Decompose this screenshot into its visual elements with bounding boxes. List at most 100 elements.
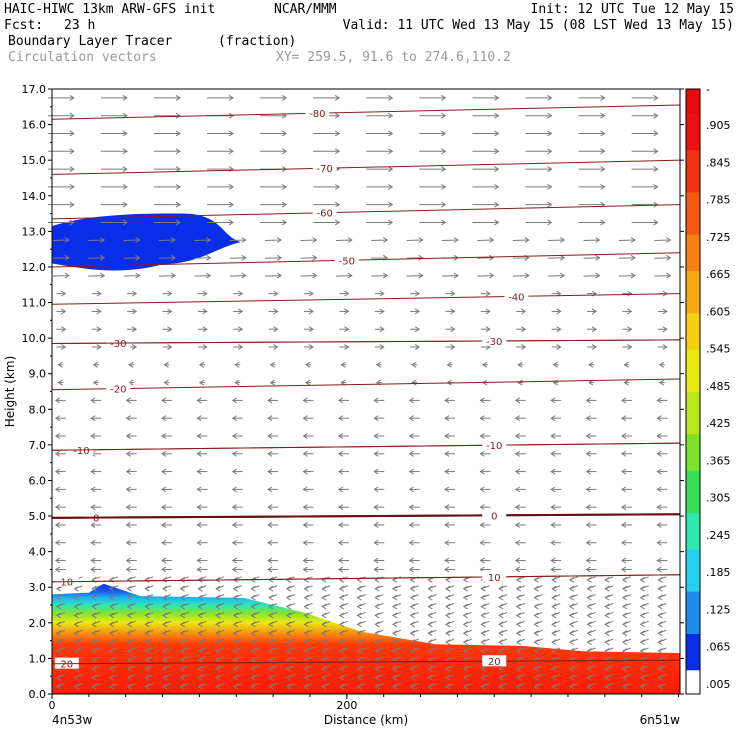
circulation-vector [285, 585, 295, 592]
circulation-vector [587, 308, 597, 315]
y-tick-label: 5.0 [29, 510, 47, 523]
circulation-vector [639, 576, 649, 583]
circulation-vector [525, 201, 553, 208]
circulation-vector [445, 326, 456, 333]
circulation-vector [480, 585, 490, 592]
colorbar-swatch [686, 143, 700, 150]
circulation-vector [108, 585, 119, 592]
circulation-vector [480, 326, 491, 333]
circulation-vector [123, 272, 141, 279]
isotherm-label: -60 [317, 209, 333, 220]
circulation-vector [100, 219, 128, 226]
circulation-vector [444, 433, 456, 439]
circulation-vector [515, 576, 525, 583]
circulation-vector [525, 183, 553, 190]
circulation-vector [90, 468, 102, 475]
circulation-vector [551, 594, 561, 601]
circulation-vector [335, 237, 353, 243]
circulation-vector [268, 638, 278, 646]
circulation-vector [305, 361, 312, 368]
circulation-vector [196, 415, 208, 422]
circulation-vector [515, 603, 525, 610]
circulation-vector [516, 308, 527, 315]
circulation-vector [356, 620, 366, 628]
circulation-vector [321, 665, 331, 672]
circulation-vector [179, 594, 189, 601]
circulation-vector [604, 594, 614, 601]
colorbar-swatch [686, 663, 700, 671]
circulation-vector [480, 611, 490, 619]
circulation-vector [153, 183, 181, 190]
circulation-vector [657, 620, 667, 628]
circulation-vector [515, 638, 525, 646]
circulation-vector [197, 665, 207, 672]
circulation-vector [125, 415, 137, 422]
circulation-vector [303, 620, 313, 628]
circulation-vector [321, 674, 331, 681]
circulation-vector [161, 468, 172, 475]
circulation-vector [100, 148, 128, 155]
circulation-vector [215, 683, 225, 690]
colorbar-swatch [686, 415, 700, 423]
colorbar-swatch [686, 566, 700, 574]
circulation-vector [374, 290, 385, 297]
circulation-vector [515, 611, 525, 619]
circulation-vector [621, 683, 632, 690]
y-tick-label: 2.0 [29, 617, 47, 630]
colorbar-frame [685, 88, 701, 695]
colorbar-swatch [686, 191, 700, 199]
circulation-vector [551, 308, 562, 315]
colorbar-label: .545 [706, 343, 731, 356]
circulation-vector [108, 611, 119, 619]
circulation-vector [481, 361, 488, 368]
colorbar-swatch [686, 107, 700, 114]
circulation-vector [480, 620, 490, 628]
circulation-vector [374, 611, 384, 619]
circulation-vector [269, 379, 276, 386]
circulation-vector [108, 629, 119, 637]
y-tick-label: 10.0 [22, 332, 47, 345]
circulation-vector [305, 379, 312, 386]
circulation-vector [480, 674, 490, 681]
circulation-vector [366, 183, 394, 190]
circulation-vector [568, 576, 579, 583]
circulation-vector [304, 308, 314, 315]
y-tick-label: 13.0 [22, 225, 47, 238]
circulation-vector [338, 585, 349, 592]
circulation-vector [374, 638, 384, 646]
circulation-vector [268, 674, 278, 681]
circulation-vector [444, 468, 456, 475]
circulation-vector [656, 522, 668, 528]
circulation-vector [585, 450, 597, 457]
colorbar-swatch [686, 312, 700, 320]
circulation-vector [374, 647, 384, 654]
circulation-vector [604, 683, 614, 690]
circulation-vector [373, 566, 385, 573]
circulation-vector [621, 638, 632, 646]
circulation-vector [73, 611, 83, 619]
circulation-vector [267, 450, 279, 457]
circulation-vector [373, 522, 385, 528]
circulation-vector [232, 638, 242, 646]
circulation-vector [406, 272, 424, 279]
circulation-vector [300, 272, 318, 279]
field-units: (fraction) [218, 34, 297, 49]
circulation-vector [231, 450, 243, 457]
colorbar-label: .005 [706, 678, 731, 691]
isotherm-label: -70 [317, 164, 333, 175]
circulation-vector [126, 611, 136, 619]
circulation-vector [551, 344, 562, 350]
circulation-vector [302, 397, 314, 404]
circulation-vector [445, 665, 455, 672]
circulation-vector [472, 183, 500, 190]
circulation-vector [445, 638, 455, 646]
circulation-vector [198, 379, 205, 386]
circulation-vector [639, 603, 649, 610]
circulation-vector [427, 674, 437, 681]
circulation-vector [90, 522, 102, 528]
colorbar-swatch [686, 476, 700, 483]
circulation-vector [56, 290, 67, 297]
circulation-vector [419, 183, 447, 190]
circulation-vector [268, 611, 278, 619]
circulation-vector [445, 594, 455, 601]
